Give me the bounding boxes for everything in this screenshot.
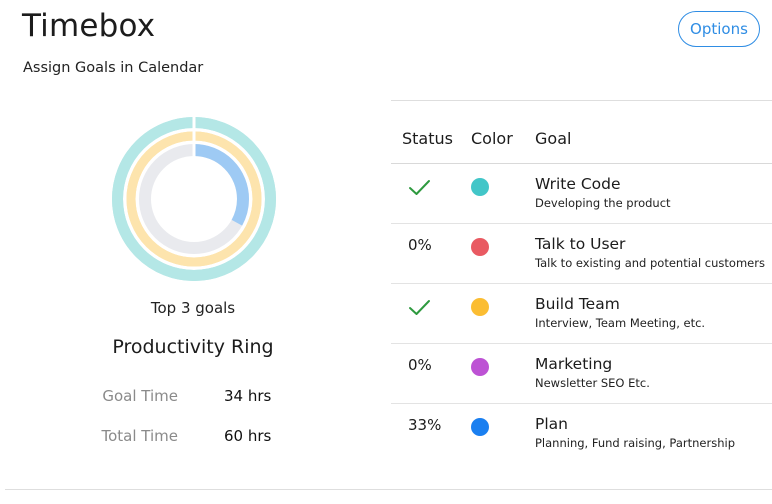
goal-description: Interview, Team Meeting, etc. (535, 316, 706, 330)
goal-row[interactable]: Write Code Developing the product (391, 164, 772, 224)
table-header: Status Color Goal (391, 101, 772, 164)
goal-description: Developing the product (535, 196, 671, 210)
goal-color-dot[interactable] (471, 358, 489, 376)
app-subtitle: Assign Goals in Calendar (23, 60, 204, 76)
goal-row[interactable]: 0% Marketing Newsletter SEO Etc. (391, 344, 772, 404)
goal-name: Marketing (535, 355, 613, 373)
goal-description: Talk to existing and potential customers (535, 256, 765, 270)
goal-row[interactable]: 33% Plan Planning, Fund raising, Partnersh… (391, 404, 772, 463)
column-status: Status (402, 129, 453, 148)
goal-color-dot[interactable] (471, 418, 489, 436)
goal-name: Plan (535, 415, 568, 433)
ring-title: Productivity Ring (112, 336, 274, 358)
check-icon (409, 300, 430, 315)
productivity-ring-chart (112, 117, 276, 281)
options-button[interactable]: Options (678, 11, 760, 47)
goal-row[interactable]: Build Team Interview, Team Meeting, etc. (391, 284, 772, 344)
goal-row[interactable]: 0% Talk to User Talk to existing and poten… (391, 224, 772, 284)
goal-status: 0% (408, 236, 432, 254)
check-icon (409, 180, 430, 195)
table-top-divider (391, 100, 772, 101)
goal-status: 33% (408, 416, 442, 434)
total-time-value: 60 hrs (224, 427, 272, 445)
goal-description: Newsletter SEO Etc. (535, 376, 650, 390)
goal-rows: Write Code Developing the product 0% Talk t… (391, 164, 772, 463)
productivity-ring (112, 117, 276, 281)
column-color: Color (471, 129, 513, 148)
goal-name: Write Code (535, 175, 621, 193)
goal-time-label: Goal Time (102, 387, 178, 405)
goal-color-dot[interactable] (471, 178, 489, 196)
goal-time-value: 34 hrs (224, 387, 272, 405)
goal-description: Planning, Fund raising, Partnership (535, 436, 735, 450)
goal-name: Talk to User (535, 235, 626, 253)
column-goal: Goal (535, 129, 572, 148)
ring-caption: Top 3 goals (150, 299, 236, 317)
goal-color-dot[interactable] (471, 238, 489, 256)
goal-status: 0% (408, 356, 432, 374)
goal-color-dot[interactable] (471, 298, 489, 316)
goal-name: Build Team (535, 295, 620, 313)
bottom-divider (5, 489, 772, 490)
total-time-label: Total Time (101, 427, 178, 445)
app-title: Timebox (22, 8, 156, 44)
goals-table: Status Color Goal Write Code Developing t… (391, 101, 772, 463)
